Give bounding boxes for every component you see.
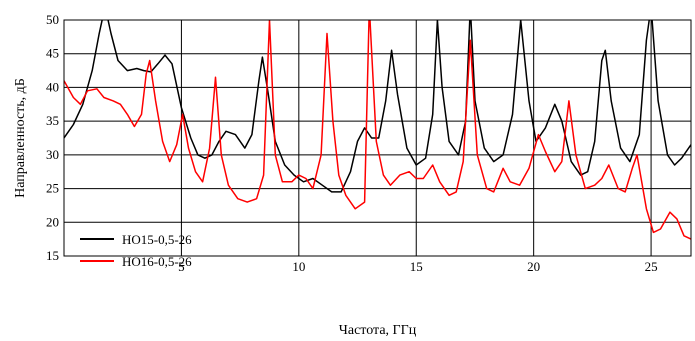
y-tick-label: 50 bbox=[46, 12, 59, 27]
y-tick-label: 30 bbox=[46, 147, 59, 162]
legend-label: НО16-0,5-26 bbox=[122, 254, 192, 269]
y-tick-label: 40 bbox=[46, 79, 59, 94]
x-tick-label: 20 bbox=[527, 259, 540, 274]
plot-frame bbox=[63, 19, 692, 257]
axis-ticks: 5 10 15 20 25 15 20 25 30 35 40 45 50 bbox=[46, 12, 658, 274]
x-tick-label: 5 bbox=[178, 259, 185, 274]
legend: НО15-0,5-26 НО16-0,5-26 bbox=[80, 232, 192, 269]
x-tick-label: 25 bbox=[645, 259, 658, 274]
x-axis-title: Частота, ГГц bbox=[339, 323, 417, 338]
y-tick-label: 25 bbox=[46, 181, 59, 196]
series-line-2 bbox=[64, 20, 691, 240]
y-tick-label: 15 bbox=[46, 248, 59, 263]
x-tick-label: 15 bbox=[410, 259, 423, 274]
series-line-1 bbox=[64, 20, 691, 193]
y-tick-label: 20 bbox=[46, 214, 59, 229]
plot-area bbox=[64, 20, 691, 240]
y-tick-label: 45 bbox=[46, 46, 59, 61]
y-axis-title: Направленность, дБ bbox=[13, 78, 28, 198]
y-tick-label: 35 bbox=[46, 113, 59, 128]
legend-label: НО15-0,5-26 bbox=[122, 232, 192, 247]
grid-lines bbox=[64, 20, 691, 256]
x-tick-label: 10 bbox=[292, 259, 305, 274]
